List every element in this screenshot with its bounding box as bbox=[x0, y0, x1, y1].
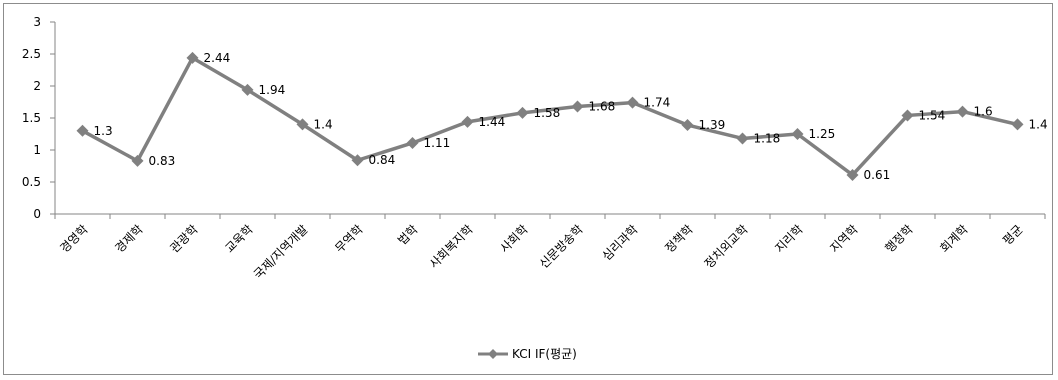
y-tick-label: 1.5 bbox=[22, 111, 41, 125]
category-label: 교육학 bbox=[222, 222, 255, 255]
data-label: 0.84 bbox=[369, 153, 396, 167]
data-point-marker bbox=[626, 96, 639, 109]
data-point-marker bbox=[846, 168, 859, 181]
data-label: 1.39 bbox=[699, 118, 726, 132]
data-point-marker bbox=[516, 106, 529, 119]
category-label: 사회학 bbox=[497, 222, 530, 255]
data-label: 1.4 bbox=[314, 117, 333, 131]
data-label: 1.74 bbox=[644, 96, 671, 110]
data-label: 1.54 bbox=[919, 108, 946, 122]
category-label: 법학 bbox=[395, 222, 421, 248]
y-tick-label: 0.5 bbox=[22, 175, 41, 189]
data-label: 1.3 bbox=[94, 124, 113, 138]
category-label: 행정학 bbox=[882, 222, 916, 256]
category-label: 정치외교학 bbox=[702, 222, 751, 271]
data-point-marker bbox=[571, 100, 584, 113]
legend: KCI IF(평균) bbox=[478, 347, 577, 361]
data-label: 1.6 bbox=[974, 105, 993, 119]
y-tick-label: 0 bbox=[33, 207, 41, 221]
category-label: 지리학 bbox=[772, 222, 805, 255]
data-point-marker bbox=[186, 51, 199, 64]
category-label: 국제/지역개발 bbox=[251, 222, 311, 282]
data-label: 1.18 bbox=[754, 131, 781, 145]
data-label-group: 1.3 0.83 2.44 1.94 1.4 0.84 1.11 1.44 1.58 1.68 1.… bbox=[94, 51, 1048, 182]
data-point-marker bbox=[406, 136, 419, 149]
data-label: 1.11 bbox=[424, 136, 451, 150]
data-point-marker bbox=[1011, 118, 1024, 131]
y-tick-label: 2.5 bbox=[22, 47, 41, 61]
data-label: 1.58 bbox=[534, 106, 561, 120]
category-label: 지역학 bbox=[827, 222, 860, 255]
chart-frame bbox=[3, 3, 1053, 375]
category-label: 회계학 bbox=[937, 222, 970, 255]
data-point-marker bbox=[956, 105, 969, 118]
data-label: 1.68 bbox=[589, 99, 616, 113]
category-label: 관광학 bbox=[167, 222, 200, 255]
category-label: 심리과학 bbox=[599, 222, 640, 263]
data-point-marker bbox=[736, 132, 749, 145]
data-point-marker bbox=[131, 154, 144, 167]
data-label: 1.94 bbox=[259, 83, 286, 97]
data-label: 1.4 bbox=[1029, 117, 1048, 131]
data-label: 1.44 bbox=[479, 115, 506, 129]
y-tick-label: 2 bbox=[33, 79, 41, 93]
legend-label: KCI IF(평균) bbox=[512, 347, 577, 361]
category-label: 정책학 bbox=[662, 222, 696, 256]
category-label: 평균 bbox=[1000, 222, 1026, 248]
y-tick-label: 1 bbox=[33, 143, 41, 157]
marker-group bbox=[76, 51, 1024, 181]
category-label: 무역학 bbox=[332, 222, 365, 255]
data-point-marker bbox=[241, 83, 254, 96]
data-point-marker bbox=[681, 119, 694, 132]
data-point-marker bbox=[76, 124, 89, 137]
series-line bbox=[81, 56, 1018, 177]
legend-marker bbox=[488, 349, 498, 359]
category-label: 사회복지학 bbox=[427, 222, 476, 271]
category-label: 경제학 bbox=[112, 222, 145, 255]
data-label: 1.25 bbox=[809, 127, 836, 141]
data-label: 2.44 bbox=[204, 51, 231, 65]
series-line-group bbox=[81, 56, 1018, 177]
data-point-marker bbox=[791, 128, 804, 140]
chart-axes: 0 0.5 1 1.5 2 2.5 3 bbox=[22, 15, 1046, 221]
data-point-marker bbox=[351, 154, 364, 167]
data-label: 0.61 bbox=[864, 168, 891, 182]
data-label: 0.83 bbox=[149, 154, 176, 168]
y-tick-label: 3 bbox=[33, 15, 41, 29]
data-point-marker bbox=[461, 115, 474, 128]
data-point-marker bbox=[901, 109, 914, 122]
category-label: 신문방송학 bbox=[537, 222, 586, 271]
category-label: 경영학 bbox=[57, 222, 90, 255]
data-point-marker bbox=[296, 118, 309, 131]
